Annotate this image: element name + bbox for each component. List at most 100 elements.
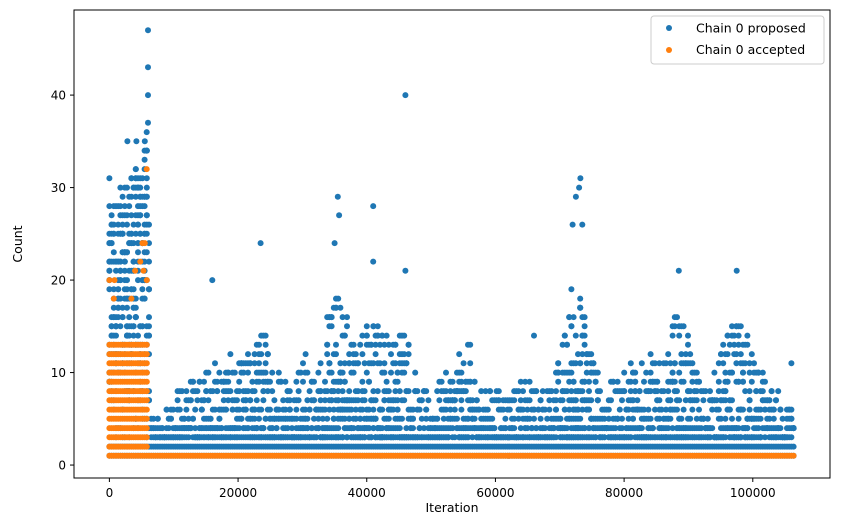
proposed-point bbox=[696, 406, 702, 413]
proposed-point bbox=[242, 397, 249, 404]
proposed-point bbox=[740, 378, 746, 385]
proposed-point bbox=[403, 360, 410, 367]
proposed-point bbox=[251, 388, 258, 395]
proposed-point bbox=[487, 388, 493, 395]
proposed-point bbox=[500, 406, 507, 413]
proposed-point bbox=[135, 249, 141, 256]
proposed-point bbox=[205, 369, 212, 376]
proposed-point bbox=[137, 184, 144, 191]
accepted-point bbox=[143, 360, 150, 367]
proposed-point bbox=[418, 415, 425, 422]
proposed-point bbox=[366, 378, 372, 385]
proposed-point bbox=[746, 406, 753, 413]
proposed-point bbox=[674, 314, 680, 321]
proposed-point bbox=[621, 369, 628, 376]
proposed-point bbox=[489, 415, 496, 422]
proposed-point bbox=[262, 369, 269, 376]
proposed-point bbox=[192, 425, 199, 432]
proposed-point bbox=[256, 415, 262, 422]
proposed-point bbox=[264, 351, 271, 358]
proposed-point bbox=[209, 277, 216, 284]
proposed-point bbox=[394, 406, 401, 413]
proposed-point bbox=[302, 406, 309, 413]
proposed-point bbox=[119, 304, 126, 311]
proposed-point bbox=[740, 406, 746, 413]
proposed-point bbox=[374, 388, 381, 395]
proposed-point bbox=[663, 360, 669, 367]
proposed-point bbox=[685, 332, 691, 339]
proposed-point bbox=[315, 369, 322, 376]
proposed-point bbox=[729, 323, 735, 330]
proposed-point bbox=[124, 138, 131, 145]
proposed-point bbox=[478, 388, 485, 395]
proposed-point bbox=[146, 332, 152, 339]
proposed-point bbox=[581, 332, 588, 339]
proposed-point bbox=[632, 369, 639, 376]
proposed-point bbox=[247, 360, 254, 367]
proposed-point bbox=[667, 415, 674, 422]
proposed-point bbox=[568, 388, 575, 395]
proposed-point bbox=[715, 378, 722, 385]
proposed-point bbox=[520, 406, 526, 413]
proposed-point bbox=[194, 388, 201, 395]
proposed-point bbox=[245, 369, 251, 376]
proposed-point bbox=[304, 397, 311, 404]
proposed-point bbox=[108, 212, 115, 219]
proposed-point bbox=[502, 425, 509, 432]
proposed-point bbox=[675, 267, 682, 274]
proposed-point bbox=[579, 351, 586, 358]
proposed-point bbox=[491, 425, 498, 432]
proposed-point bbox=[469, 434, 476, 441]
proposed-point bbox=[627, 378, 634, 385]
proposed-point bbox=[117, 267, 124, 274]
proposed-point bbox=[744, 341, 751, 348]
proposed-point bbox=[790, 443, 797, 450]
proposed-point bbox=[113, 332, 119, 339]
proposed-point bbox=[110, 249, 117, 256]
proposed-point bbox=[557, 415, 564, 422]
proposed-point bbox=[253, 425, 260, 432]
proposed-point bbox=[124, 286, 130, 293]
proposed-point bbox=[608, 397, 614, 404]
proposed-point bbox=[632, 378, 639, 385]
proposed-point bbox=[579, 221, 586, 228]
proposed-point bbox=[720, 341, 727, 348]
proposed-point bbox=[339, 434, 346, 441]
proposed-point bbox=[759, 369, 766, 376]
proposed-point bbox=[586, 425, 592, 432]
proposed-point bbox=[145, 64, 151, 71]
proposed-point bbox=[581, 314, 588, 321]
proposed-point bbox=[656, 360, 663, 367]
proposed-point bbox=[366, 425, 372, 432]
proposed-point bbox=[511, 397, 518, 404]
proposed-point bbox=[379, 425, 386, 432]
proposed-point bbox=[383, 332, 390, 339]
proposed-point bbox=[570, 378, 577, 385]
x-axis-label: Iteration bbox=[425, 500, 478, 515]
proposed-point bbox=[154, 415, 161, 422]
proposed-point bbox=[676, 332, 683, 339]
proposed-point bbox=[515, 388, 522, 395]
proposed-point bbox=[141, 156, 148, 163]
proposed-point bbox=[649, 425, 656, 432]
proposed-point bbox=[495, 397, 502, 404]
proposed-point bbox=[676, 369, 683, 376]
proposed-point bbox=[146, 221, 152, 228]
proposed-point bbox=[300, 360, 306, 367]
proposed-point bbox=[143, 175, 150, 182]
accepted-point bbox=[132, 267, 139, 274]
points-layer bbox=[106, 27, 797, 459]
accepted-point bbox=[143, 369, 150, 376]
proposed-point bbox=[671, 378, 678, 385]
proposed-point bbox=[520, 388, 526, 395]
proposed-point bbox=[121, 267, 128, 274]
proposed-point bbox=[124, 184, 130, 191]
proposed-point bbox=[632, 388, 639, 395]
proposed-point bbox=[495, 388, 502, 395]
proposed-point bbox=[469, 397, 476, 404]
proposed-point bbox=[707, 388, 713, 395]
proposed-point bbox=[502, 415, 509, 422]
proposed-point bbox=[590, 360, 597, 367]
proposed-point bbox=[117, 203, 124, 210]
proposed-point bbox=[377, 360, 383, 367]
